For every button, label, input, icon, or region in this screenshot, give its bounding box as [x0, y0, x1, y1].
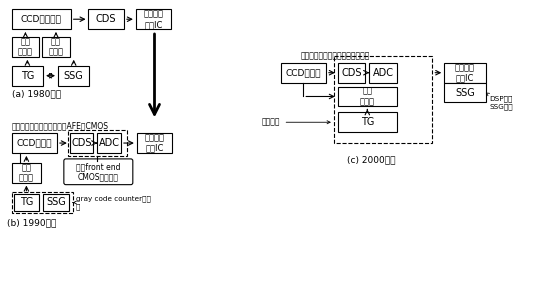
Text: 類比front end
CMOS單晶片化: 類比front end CMOS單晶片化 [76, 162, 120, 181]
FancyBboxPatch shape [12, 9, 71, 29]
FancyBboxPatch shape [280, 63, 326, 83]
FancyBboxPatch shape [64, 159, 133, 185]
FancyBboxPatch shape [42, 37, 70, 57]
Text: 多功能化: 多功能化 [262, 118, 330, 127]
Text: ADC: ADC [98, 138, 120, 148]
Text: TG: TG [20, 198, 33, 208]
FancyBboxPatch shape [97, 133, 121, 153]
FancyBboxPatch shape [58, 66, 90, 86]
FancyBboxPatch shape [68, 130, 127, 156]
Text: 數位信號
處理IC: 數位信號 處理IC [145, 133, 164, 153]
Text: TG: TG [361, 117, 374, 127]
FancyBboxPatch shape [369, 63, 397, 83]
Text: 數位信號
處理IC: 數位信號 處理IC [455, 63, 475, 82]
Text: 水平
驅動器: 水平 驅動器 [48, 37, 63, 57]
FancyBboxPatch shape [338, 63, 365, 83]
Text: 垂直
驅動器: 垂直 驅動器 [360, 87, 375, 106]
Text: CDS: CDS [96, 14, 117, 24]
FancyBboxPatch shape [12, 163, 41, 183]
Text: 製程微細化、多功能化（單片封裝: 製程微細化、多功能化（單片封裝 [300, 51, 370, 60]
FancyBboxPatch shape [12, 37, 39, 57]
Text: CCD取像元件: CCD取像元件 [21, 15, 62, 24]
Text: (b) 1990年代: (b) 1990年代 [7, 219, 56, 228]
FancyBboxPatch shape [89, 9, 124, 29]
Text: (c) 2000年代: (c) 2000年代 [347, 155, 395, 165]
FancyBboxPatch shape [444, 83, 486, 102]
Text: CDS: CDS [72, 138, 92, 148]
Text: (a) 1980年代: (a) 1980年代 [12, 89, 60, 98]
FancyBboxPatch shape [334, 56, 432, 143]
Text: DSP內建
SSG居多: DSP內建 SSG居多 [486, 93, 513, 110]
FancyBboxPatch shape [70, 133, 94, 153]
Text: gray code counter實用
化: gray code counter實用 化 [73, 195, 151, 210]
Text: TG: TG [21, 71, 34, 81]
Text: 類比信號
處理IC: 類比信號 處理IC [144, 10, 163, 29]
FancyBboxPatch shape [12, 66, 43, 86]
FancyBboxPatch shape [136, 9, 171, 29]
FancyBboxPatch shape [338, 87, 397, 106]
Text: SSG: SSG [46, 198, 66, 208]
Text: CDS: CDS [342, 68, 362, 78]
FancyBboxPatch shape [43, 194, 69, 211]
Text: CCD取像元: CCD取像元 [285, 68, 321, 77]
FancyBboxPatch shape [12, 133, 57, 153]
FancyBboxPatch shape [12, 192, 73, 213]
FancyBboxPatch shape [14, 194, 39, 211]
FancyBboxPatch shape [338, 112, 397, 132]
Text: SSG: SSG [64, 71, 84, 81]
FancyBboxPatch shape [137, 133, 172, 153]
Text: 內件水平驅動器、數位化、AFE的CMOS: 內件水平驅動器、數位化、AFE的CMOS [12, 122, 109, 131]
FancyBboxPatch shape [444, 63, 486, 83]
Text: 垂直
驅動器: 垂直 驅動器 [18, 37, 33, 57]
Text: ADC: ADC [372, 68, 394, 78]
Text: CCD取像元: CCD取像元 [16, 139, 52, 148]
Text: 垂直
驅動器: 垂直 驅動器 [19, 163, 34, 182]
Text: SSG: SSG [455, 88, 475, 97]
